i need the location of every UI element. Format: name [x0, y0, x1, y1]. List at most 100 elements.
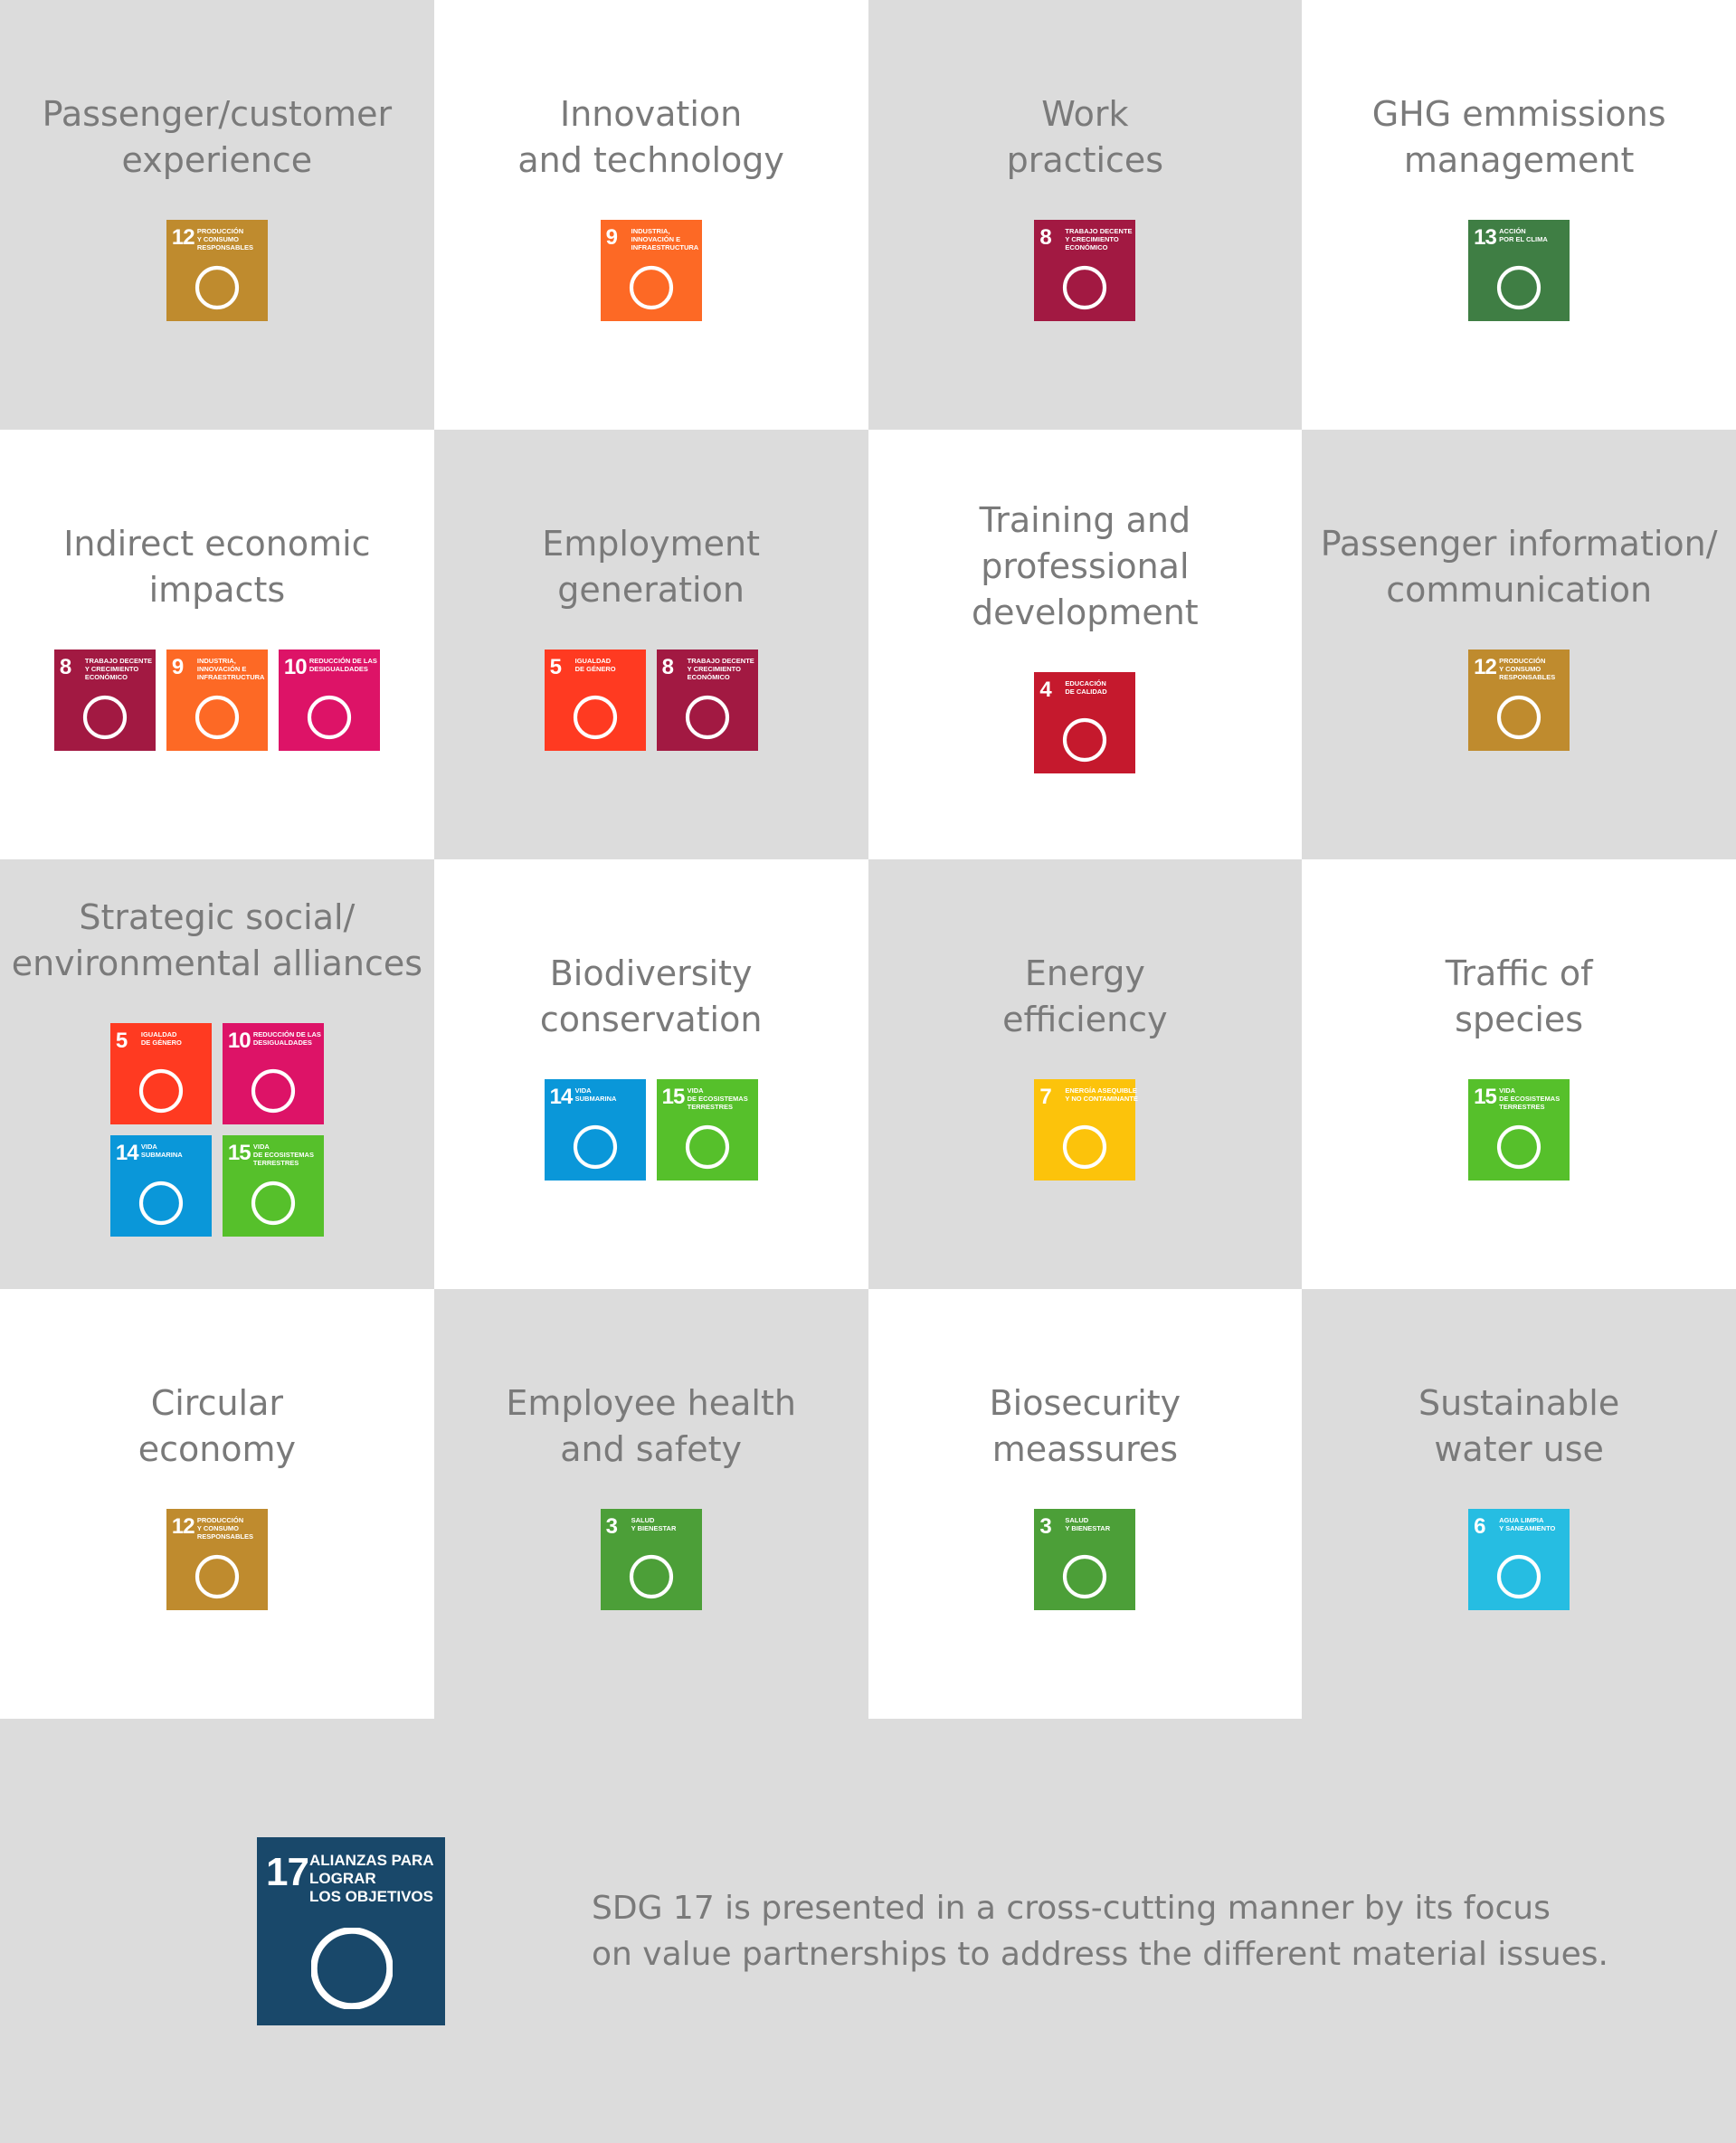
sdg-label-line: SUBMARINA — [574, 1094, 617, 1103]
footer: 17 ALIANZAS PARA LOGRAR LOS OBJETIVOS SDG 1… — [0, 1719, 1736, 2143]
sdg-label-line: Y CONSUMO — [196, 1523, 239, 1532]
title-line: Strategic social/ — [79, 896, 356, 937]
tile-title: Traffic of species — [1446, 951, 1593, 1043]
icon-group: 8 TRABAJO DECENTE Y CRECIMIENTO ECONÓMICO 9 I… — [53, 649, 380, 751]
tile: Energy efficiency 7 ENERGÍA ASEQUIBLE Y NO C… — [868, 859, 1303, 1289]
sdg-label: PRODUCCIÓN Y CONSUMO RESPONSABLES — [1499, 657, 1555, 681]
sdg-number: 15 — [227, 1140, 251, 1165]
sdg-label-line: DE ECOSISTEMAS — [252, 1150, 314, 1159]
pictogram — [1063, 1554, 1107, 1598]
pictogram — [573, 1124, 617, 1169]
title-line: communication — [1386, 569, 1653, 610]
sdg-label-line: AGUA LIMPIA — [1499, 1515, 1544, 1524]
sdg-label-line: SUBMARINA — [140, 1150, 183, 1159]
sdg-icon: 10 REDUCCIÓN DE LAS DESIGUALDADES — [278, 649, 380, 751]
sdg-label-line: ECONÓMICO — [1065, 242, 1108, 251]
sdg-label-line: PRODUCCIÓN — [196, 226, 244, 235]
title-line: professional — [981, 546, 1190, 586]
pictogram — [194, 1554, 239, 1598]
title-line: management — [1403, 139, 1635, 180]
sdg-number: 15 — [661, 1084, 686, 1109]
sdg-label-line: DESIGUALDADES — [252, 1038, 312, 1047]
sdg-number: 13 — [1474, 224, 1497, 250]
sdg-number: 9 — [171, 654, 184, 679]
tile: Circular economy 12 PRODUCCIÓN Y CONSUMO RESP… — [0, 1289, 434, 1719]
tile: Passenger information/communication 12 PRO… — [1302, 430, 1736, 859]
tile: Biosecurity meassures 3 SALUD Y BIENESTAR — [868, 1289, 1303, 1719]
pictogram — [138, 1181, 183, 1225]
sdg-number: 4 — [1039, 678, 1051, 702]
tile: Passenger/customer experience 12 PRODUCCIÓN… — [0, 0, 434, 430]
sdg-number: 12 — [171, 224, 195, 250]
sdg-number: 12 — [171, 1513, 195, 1539]
sdg-label-line: RESPONSABLES — [196, 1531, 253, 1541]
pictogram — [194, 265, 239, 309]
title-line: development — [972, 593, 1199, 632]
title-line: meassures — [991, 1428, 1179, 1469]
sdg-label-line: EDUCACIÓN — [1065, 679, 1106, 687]
sdg-label-line: Y CONSUMO — [196, 234, 239, 243]
pictogram — [194, 695, 239, 739]
sdg-number: 8 — [661, 654, 674, 679]
tile-title: Indirect economic impacts — [63, 521, 370, 613]
tile-title: Strategic social/environmental alliances — [12, 895, 422, 987]
sdg-label-line: INNOVACIÓN E — [631, 234, 681, 243]
title-line: water use — [1434, 1428, 1604, 1469]
tile-title: Circular economy — [138, 1380, 296, 1473]
icon-group: 3 SALUD Y BIENESTAR — [1034, 1508, 1136, 1610]
tile-title: Innovation and technology — [517, 91, 784, 184]
sdg-label: PRODUCCIÓN Y CONSUMO RESPONSABLES — [197, 1516, 253, 1541]
sdg-label-line: INDUSTRIA, — [196, 656, 236, 665]
sdg-label-line: Y BIENESTAR — [631, 1523, 677, 1532]
sdg-icon: 5 IGUALDAD DE GÉNERO — [109, 1022, 212, 1124]
sdg-icon: 3 SALUD Y BIENESTAR — [600, 1508, 702, 1610]
pictogram — [685, 695, 729, 739]
sdg-label-line: TRABAJO DECENTE — [84, 656, 153, 665]
sdg-label: VIDA DE ECOSISTEMAS TERRESTRES — [253, 1143, 314, 1167]
icon-group: 12 PRODUCCIÓN Y CONSUMO RESPONSABLES — [1468, 649, 1570, 751]
title-line: Employee health — [506, 1382, 796, 1423]
title-line: Biosecurity — [989, 1382, 1181, 1423]
sdg-number: 8 — [59, 654, 71, 679]
title-line: and safety — [560, 1428, 743, 1469]
footer-line: SDG 17 is presented in a cross-cutting m… — [592, 1889, 1551, 1927]
sdg-label: IGUALDAD DE GÉNERO — [141, 1030, 182, 1047]
sdg-label-line: PRODUCCIÓN — [196, 1515, 244, 1524]
sdg-label-line: VIDA — [140, 1142, 157, 1151]
sdg-label: PRODUCCIÓN Y CONSUMO RESPONSABLES — [197, 227, 253, 251]
tile-title: Passenger/customer experience — [43, 91, 392, 184]
sdg-label-line: IGUALDAD — [574, 656, 612, 665]
icon-group: 14 VIDA SUBMARINA 15 VIDA DE ECOSISTEMAS TERRE… — [544, 1078, 758, 1181]
sdg-number: 9 — [605, 224, 618, 250]
sdg-label-line: TRABAJO DECENTE — [1065, 226, 1133, 235]
sdg-number: 5 — [115, 1028, 128, 1053]
icon-group: 12 PRODUCCIÓN Y CONSUMO RESPONSABLES — [166, 1508, 268, 1610]
tile-title: Energy efficiency — [1002, 951, 1167, 1043]
tile-title: Sustainable water use — [1418, 1380, 1619, 1473]
sdg-label: TRABAJO DECENTE Y CRECIMIENTO ECONÓMICO — [85, 657, 152, 681]
pictogram — [138, 1068, 183, 1113]
title-line: Work — [1041, 93, 1129, 134]
title-line: GHG emmissions — [1371, 93, 1666, 134]
pictogram — [629, 265, 673, 309]
sdg-icon: 15 VIDA DE ECOSISTEMAS TERRESTRES — [656, 1078, 758, 1181]
title-line: generation — [557, 569, 745, 610]
title-line: Sustainable — [1418, 1382, 1620, 1423]
icon-group: 5 IGUALDAD DE GÉNERO 10 REDUCCIÓN DE LAS DESI… — [109, 1022, 324, 1237]
sdg-label-line: VIDA — [574, 1086, 592, 1095]
sdg-number: 3 — [1039, 1513, 1051, 1539]
sdg-icon: 12 PRODUCCIÓN Y CONSUMO RESPONSABLES — [166, 1508, 268, 1610]
title-line: Employment — [542, 523, 761, 564]
title-line: Indirect economic — [63, 523, 371, 564]
pictogram — [1497, 695, 1542, 739]
tile-grid: Passenger/customer experience 12 PRODUCCIÓN… — [0, 0, 1736, 1719]
sdg-label-line: RESPONSABLES — [1499, 672, 1556, 681]
sdg-icon: 9 INDUSTRIA, INNOVACIÓN E INFRAESTRUCTURA — [600, 219, 702, 321]
title-line: conservation — [539, 999, 763, 1039]
sdg-icon: 14 VIDA SUBMARINA — [544, 1078, 646, 1181]
tile: GHG emmissions management 13 ACCIÓN POR EL C… — [1302, 0, 1736, 430]
tile-title: Biodiversity conservation — [540, 951, 763, 1043]
tile: Work practices 8 TRABAJO DECENTE Y CRECIMIEN… — [868, 0, 1303, 430]
sdg-label-line: ALIANZAS PARA — [309, 1851, 434, 1869]
